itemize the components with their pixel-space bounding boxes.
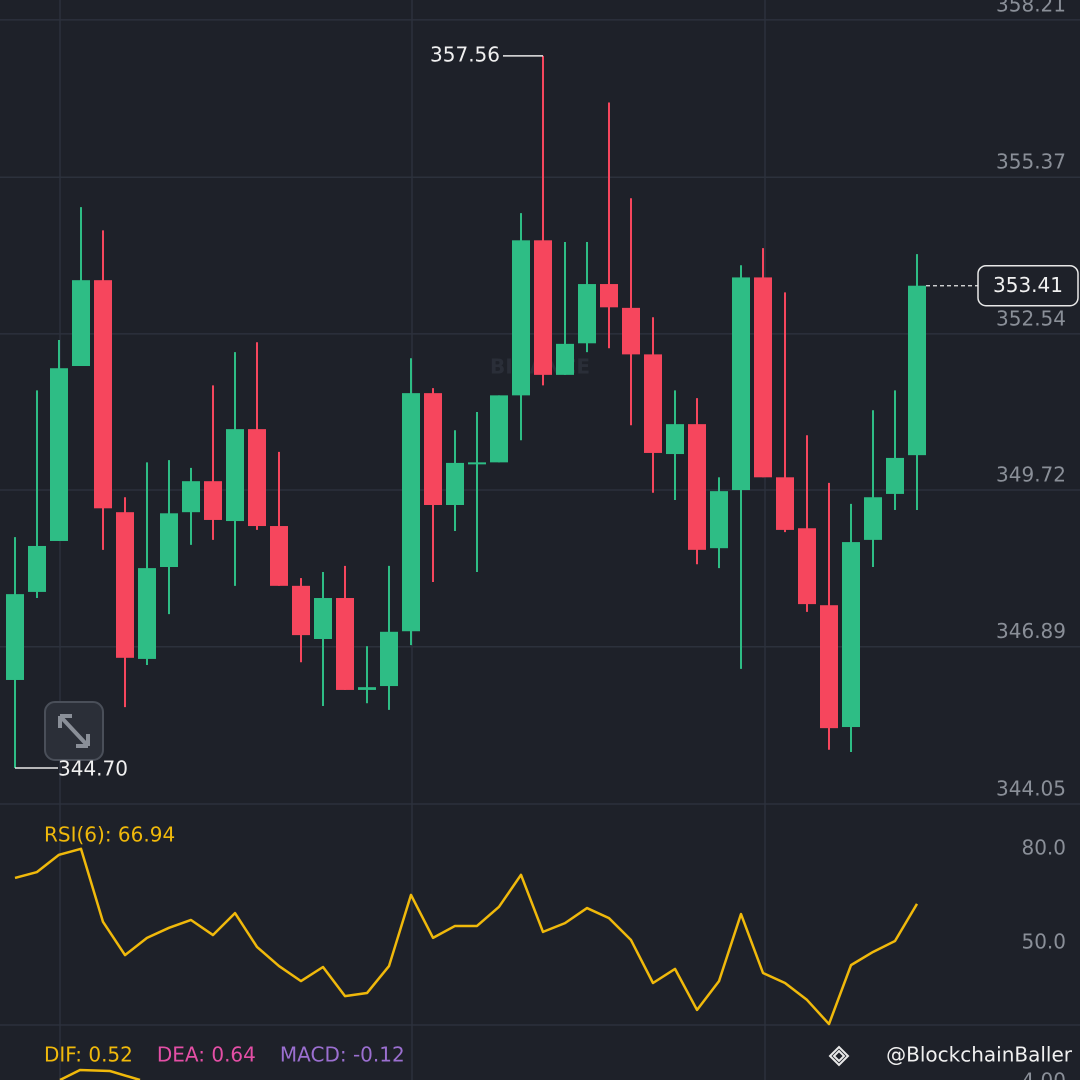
candle-body	[600, 284, 618, 308]
candle-body	[688, 424, 706, 550]
candle-body	[6, 594, 24, 680]
rsi-title: RSI(6): 66.94	[44, 823, 175, 847]
credit-icon	[828, 1045, 850, 1067]
y-tick-label: 344.05	[996, 777, 1066, 801]
y-tick-label: 349.72	[996, 463, 1066, 487]
candle-body	[710, 491, 728, 549]
candle-body	[644, 354, 662, 453]
y-tick-label: 346.89	[996, 619, 1066, 643]
macd-line	[59, 1068, 141, 1080]
candle-body	[50, 368, 68, 541]
candle-body	[666, 424, 684, 455]
last-price-label: 353.41	[993, 273, 1063, 297]
candle-body	[358, 687, 376, 690]
candle-body	[512, 240, 530, 396]
candle-body	[578, 284, 596, 344]
candle-body	[380, 631, 398, 687]
candle-body	[820, 605, 838, 729]
candle-body	[204, 481, 222, 520]
credit: @BlockchainBaller	[886, 1043, 1073, 1067]
y-tick-label: 352.54	[996, 306, 1066, 330]
candle-body	[94, 280, 112, 509]
candle-body	[424, 393, 442, 505]
candle-body	[776, 477, 794, 530]
candle-body	[556, 343, 574, 375]
macd-label: DIF: 0.52	[44, 1043, 133, 1067]
y-tick-label: 358.21	[996, 0, 1066, 16]
macd-tick-label: 4.00	[1021, 1069, 1066, 1080]
y-tick-label: 355.37	[996, 150, 1066, 174]
candle-body	[270, 526, 288, 586]
candle-body	[864, 497, 882, 540]
candle-body	[160, 513, 178, 568]
candle-body	[336, 598, 354, 690]
candle-body	[292, 585, 310, 636]
candle-body	[754, 277, 772, 478]
candle-body	[182, 481, 200, 513]
candle-body	[28, 545, 46, 592]
candle-body	[908, 285, 926, 456]
candle-body	[468, 462, 486, 465]
macd-label: MACD: -0.12	[280, 1043, 405, 1067]
candle-body	[798, 528, 816, 605]
candle-body	[886, 457, 904, 494]
rsi-tick-label: 80.0	[1021, 835, 1066, 859]
expand-icon	[58, 714, 90, 748]
candle-body	[446, 462, 464, 505]
candle-body	[732, 277, 750, 491]
high-label: 357.56	[430, 42, 500, 66]
candle-body	[226, 429, 244, 522]
candle-body	[314, 598, 332, 639]
candle-body	[534, 240, 552, 375]
candle-body	[138, 568, 156, 659]
last-price-box	[977, 264, 1079, 307]
candle-body	[622, 307, 640, 355]
candle-body	[490, 395, 508, 463]
candle-body	[842, 542, 860, 728]
rsi-line	[14, 847, 919, 1026]
candle-body	[72, 280, 90, 367]
macd-label: DEA: 0.64	[157, 1043, 256, 1067]
candle-body	[116, 512, 134, 658]
low-label: 344.70	[58, 757, 128, 781]
candle-body	[402, 393, 420, 632]
candle-body	[248, 429, 266, 527]
rsi-tick-label: 50.0	[1021, 929, 1066, 953]
